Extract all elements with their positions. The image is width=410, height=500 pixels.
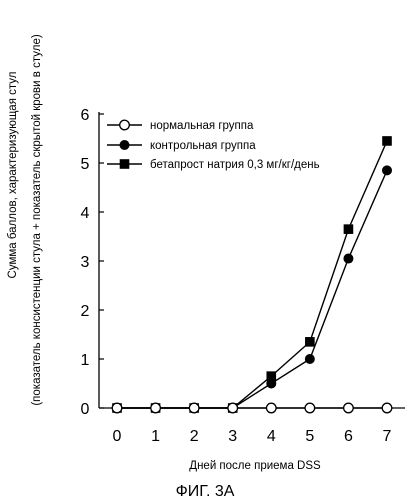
x-tick-label: 0 — [113, 428, 122, 445]
legend-label: нормальная группа — [150, 120, 254, 132]
series-line — [117, 170, 388, 409]
data-point — [343, 253, 354, 264]
y-tick-label: 2 — [81, 303, 90, 320]
x-tick-label: 2 — [190, 428, 199, 445]
y-axis-title-line2: (показатель консистенции стула + показат… — [31, 34, 43, 406]
data-point — [111, 402, 123, 414]
series-layer — [111, 136, 393, 414]
data-point — [382, 165, 392, 176]
legend-marker — [119, 140, 130, 150]
x-tick-label: 1 — [151, 428, 160, 445]
data-point — [266, 371, 277, 381]
y-tick-label: 1 — [81, 352, 90, 369]
x-tick-label: 3 — [228, 428, 237, 445]
y-tick-label: 6 — [81, 107, 90, 124]
data-point — [304, 354, 315, 364]
legend-marker — [119, 119, 130, 131]
legend-item: контрольная группа — [107, 140, 256, 152]
data-point — [227, 402, 239, 414]
data-point — [305, 337, 315, 347]
x-axis-title: Дней после приема DSS — [189, 460, 321, 472]
legend-marker — [119, 159, 130, 169]
data-point — [381, 402, 393, 414]
series-filled-square — [112, 136, 392, 413]
x-tick-label: 5 — [305, 428, 314, 445]
y-tick-label: 3 — [81, 254, 90, 271]
y-tick-label: 0 — [81, 401, 90, 418]
data-point — [150, 402, 162, 414]
figure-caption: ФИГ. 3А — [176, 483, 235, 500]
data-point — [382, 136, 392, 146]
data-point — [342, 402, 354, 414]
x-tick-label: 7 — [383, 428, 392, 445]
series-open-circle — [111, 402, 393, 414]
legend-label: контрольная группа — [150, 140, 256, 152]
legend: нормальная группа контрольная группа бетап… — [107, 119, 320, 171]
data-point — [266, 378, 277, 389]
data-point — [188, 402, 200, 414]
series-line — [117, 140, 388, 409]
axes: 0 1 2 3 4 5 6 0 1 2 3 4 5 6 7 — [81, 107, 405, 445]
data-point — [343, 224, 354, 234]
series-filled-circle — [112, 165, 392, 413]
y-tick-label: 5 — [81, 156, 90, 173]
legend-item: нормальная группа — [107, 119, 254, 132]
data-point — [304, 402, 316, 414]
x-tick-label: 4 — [267, 428, 276, 445]
y-axis-title-line1: Сумма баллов, характеризующая стул — [7, 72, 19, 279]
x-tick-label: 6 — [344, 428, 353, 445]
y-tick-label: 4 — [81, 205, 90, 222]
data-point — [265, 402, 277, 414]
legend-item: бетапрост натрия 0,3 мг/кг/день — [107, 159, 320, 171]
legend-label: бетапрост натрия 0,3 мг/кг/день — [150, 159, 320, 171]
